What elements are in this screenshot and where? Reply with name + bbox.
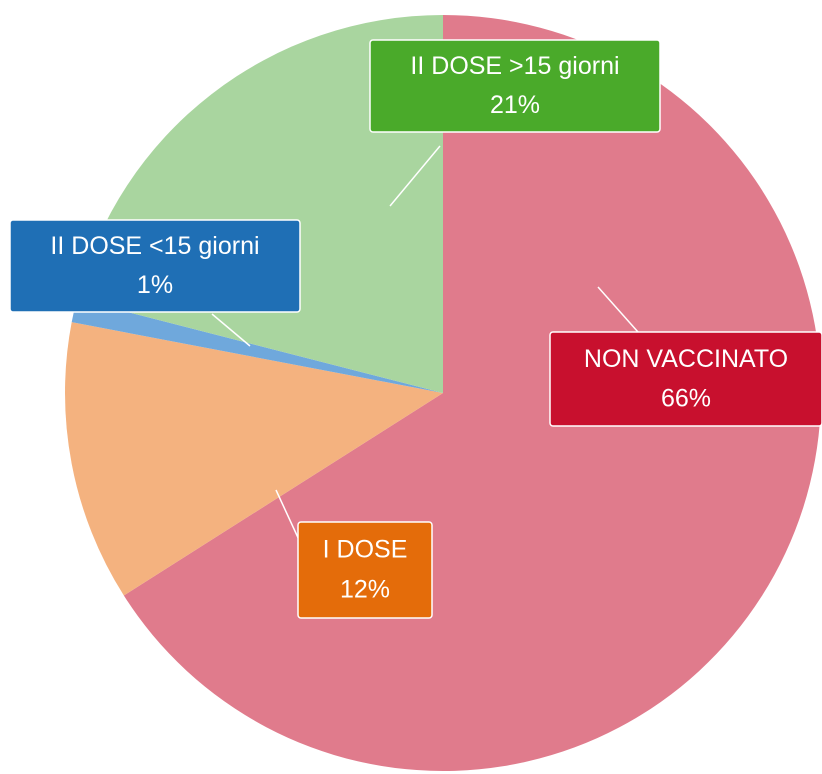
data-label: I DOSE 12%: [297, 521, 433, 619]
pie-slice: [71, 298, 443, 393]
data-label: II DOSE >15 giorni 21%: [369, 39, 661, 133]
label-category: II DOSE <15 giorni: [50, 232, 259, 260]
label-value: 66%: [661, 384, 711, 412]
leader-line: [211, 313, 251, 347]
label-category: II DOSE >15 giorni: [410, 52, 619, 80]
label-category: NON VACCINATO: [584, 345, 788, 373]
data-label: II DOSE <15 giorni 1%: [9, 219, 301, 313]
pie-slice: [65, 322, 444, 596]
label-category: I DOSE: [323, 535, 408, 563]
data-label: NON VACCINATO 66%: [549, 331, 822, 427]
leader-line: [389, 145, 441, 207]
label-box: [549, 331, 822, 427]
label-box: [369, 39, 661, 133]
leader-line: [597, 286, 639, 333]
label-box: [297, 521, 433, 619]
label-value: 12%: [340, 576, 390, 604]
label-value: 21%: [490, 91, 540, 119]
label-value: 1%: [137, 271, 173, 299]
label-box: [9, 219, 301, 313]
leader-line: [275, 489, 301, 543]
